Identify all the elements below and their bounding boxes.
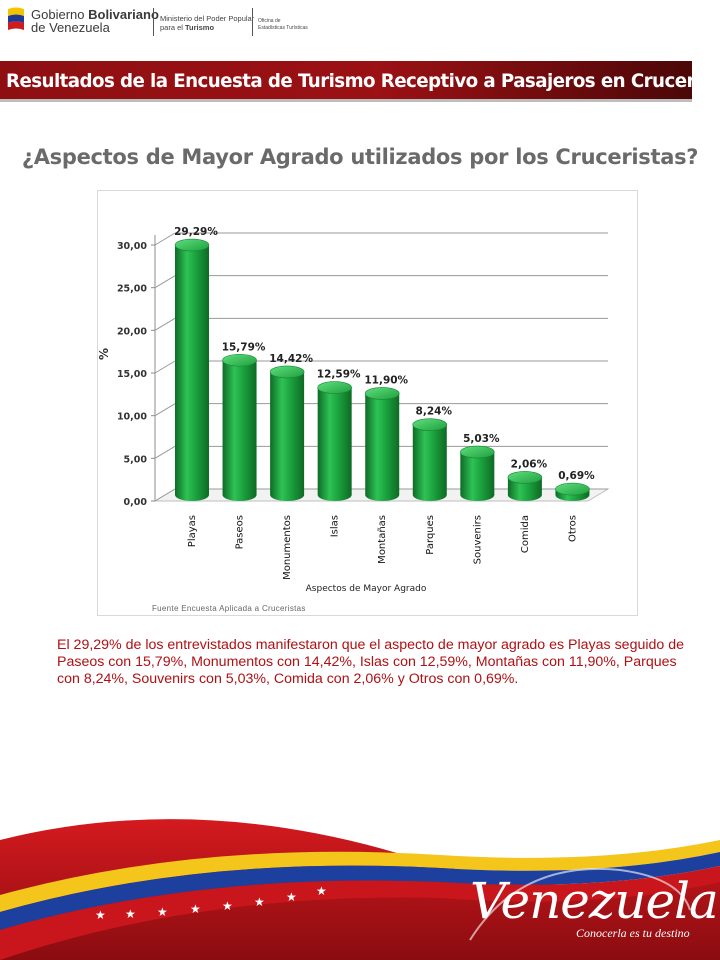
footer-banner: ★ ★ ★ ★ ★ ★ ★ ★ [0, 800, 720, 960]
y-tick-label: 30,00 [117, 241, 147, 252]
gridline-diagonal [154, 403, 176, 417]
data-label: 11,90% [364, 374, 408, 386]
bar [269, 365, 305, 501]
title-banner: Resultados de la Encuesta de Turismo Rec… [0, 61, 718, 99]
bar-top [364, 387, 400, 400]
data-label: 14,42% [269, 353, 313, 365]
svg-text:★: ★ [286, 890, 297, 904]
category-label: Montañas [377, 515, 388, 564]
chart-source-note: Fuente Encuesta Aplicada a Cruceristas [152, 604, 306, 613]
chart-frame: 0,00 5,00 10,00 15,00 20,00 25,00 30,00% 29,29%… [97, 190, 638, 616]
y-tick-label: 20,00 [117, 326, 147, 337]
category-label: Parques [425, 515, 436, 555]
bar-body [222, 360, 257, 501]
venezuela-brand-logo: Venezuela [470, 872, 719, 930]
bar-top [507, 471, 543, 484]
bar [555, 482, 590, 501]
category-label: Otros [567, 515, 578, 542]
office-name: Oficina de Estadísticas Turísticas [258, 18, 308, 31]
ministry-name: Ministerio del Poder Popular para el Tur… [160, 14, 255, 32]
bar-top [174, 238, 210, 252]
svg-text:★: ★ [157, 905, 168, 919]
header-divider [153, 8, 154, 36]
svg-text:★: ★ [222, 899, 233, 913]
data-label: 2,06% [511, 458, 548, 470]
banner-shadow [0, 99, 692, 102]
svg-text:★: ★ [190, 902, 201, 916]
gridline-diagonal [154, 488, 176, 502]
bar-top [412, 418, 448, 431]
category-label: Paseos [235, 515, 246, 549]
data-label: 8,24% [416, 406, 453, 418]
gridline-diagonal [154, 360, 176, 374]
header: Gobierno Bolivariano de Venezuela Minist… [0, 0, 720, 46]
y-tick-label: 15,00 [117, 369, 147, 380]
venezuela-flag-logo-icon [8, 7, 24, 30]
page-title: Resultados de la Encuesta de Turismo Rec… [6, 70, 718, 92]
bar-top [222, 353, 257, 367]
bar-top [269, 365, 305, 379]
gridline-diagonal [154, 445, 176, 459]
y-tick-label: 0,00 [124, 497, 148, 508]
y-tick-label: 5,00 [124, 454, 148, 465]
gridline-diagonal [154, 317, 176, 331]
data-label: 5,03% [463, 433, 500, 445]
bar [174, 238, 210, 501]
chart-summary-text: El 29,29% de los entrevistados manifesta… [57, 637, 685, 687]
bar-body [412, 424, 447, 501]
header-divider [252, 8, 253, 36]
bar-body [460, 452, 495, 501]
bar-body [507, 477, 542, 501]
y-axis-title: % [98, 348, 111, 360]
data-label: 12,59% [317, 369, 361, 381]
category-label: Playas [187, 515, 198, 547]
bar [317, 381, 352, 501]
bar-body [270, 371, 305, 501]
bar [507, 471, 543, 501]
data-label: 29,29% [174, 226, 218, 238]
stars-icon: ★ ★ ★ ★ ★ ★ ★ ★ [95, 884, 327, 922]
bar-body [175, 245, 209, 501]
government-name: Gobierno Bolivariano de Venezuela [31, 7, 159, 35]
bar [364, 387, 400, 501]
svg-text:★: ★ [254, 895, 265, 909]
data-label: 15,79% [222, 341, 266, 353]
data-label: 0,69% [558, 470, 595, 482]
bar [222, 353, 257, 501]
gridline-diagonal [154, 275, 176, 289]
category-label: Souvenirs [472, 515, 483, 564]
bar-top [555, 482, 590, 496]
flag-wave-graphic: ★ ★ ★ ★ ★ ★ ★ ★ [0, 800, 720, 960]
x-axis-title: Aspectos de Mayor Agrado [306, 584, 427, 594]
bar [412, 418, 448, 501]
category-label: Monumentos [282, 515, 293, 580]
bar [460, 445, 495, 501]
category-label: Comida [520, 515, 531, 553]
svg-text:★: ★ [95, 908, 106, 922]
chart-title: ¿Aspectos de Mayor Agrado utilizados por… [21, 145, 699, 169]
bar-top [317, 381, 352, 394]
category-label: Islas [330, 515, 341, 537]
bar-body [365, 393, 400, 501]
brand-tagline: Conocerla es tu destino [576, 926, 690, 940]
svg-text:★: ★ [316, 884, 327, 898]
gridline-diagonal [154, 232, 176, 246]
y-tick-label: 10,00 [117, 412, 147, 423]
bar-body [317, 387, 352, 501]
bar-top [460, 445, 495, 459]
bar-chart: 0,00 5,00 10,00 15,00 20,00 25,00 30,00% 29,29%… [98, 226, 610, 594]
svg-text:★: ★ [125, 907, 136, 921]
y-tick-label: 25,00 [117, 284, 147, 295]
